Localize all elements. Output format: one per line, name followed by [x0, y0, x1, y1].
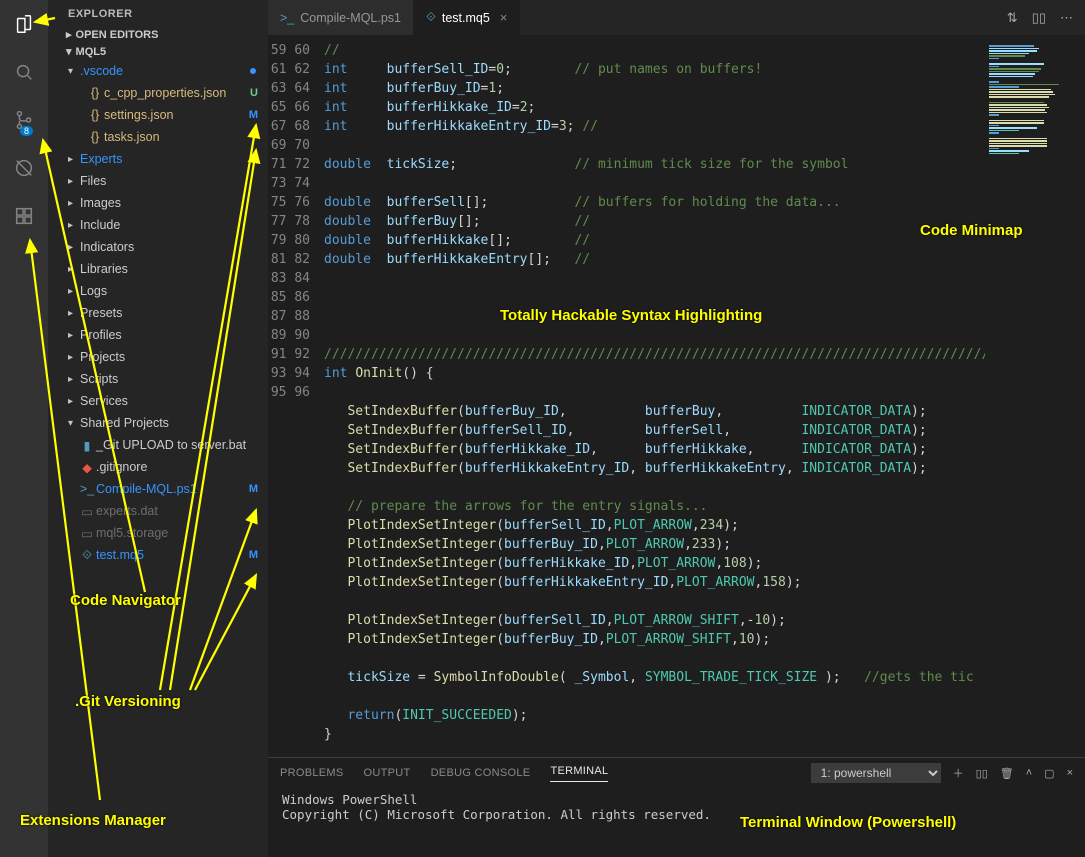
trash-icon[interactable]: 🗑: [1000, 767, 1014, 780]
file-tasks[interactable]: {}tasks.json: [48, 126, 268, 148]
annot-git: .Git Versioning: [75, 693, 181, 710]
file-gitupload[interactable]: ▮_Git UPLOAD to server.bat: [48, 434, 268, 456]
code-area[interactable]: // int bufferSell_ID=0; // put names on …: [324, 35, 985, 757]
file-gitignore[interactable]: ◆.gitignore: [48, 456, 268, 478]
split-icon[interactable]: ▯▯: [1032, 10, 1046, 26]
panel-tab-output[interactable]: OUTPUT: [364, 767, 411, 779]
new-terminal-icon[interactable]: ＋: [953, 765, 964, 781]
line-gutter: 59 60 61 62 63 64 65 66 67 68 69 70 71 7…: [268, 35, 324, 757]
folder-include[interactable]: ▸Include: [48, 214, 268, 236]
sidebar-title: EXPLORER: [48, 0, 268, 26]
file-compile[interactable]: >_Compile-MQL.ps1M: [48, 478, 268, 500]
explorer-sidebar: EXPLORER ▸OPEN EDITORS ▾MQL5 ▾.vscode {}…: [48, 0, 268, 857]
more-icon[interactable]: ⋯: [1060, 10, 1073, 26]
section-open-editors[interactable]: ▸OPEN EDITORS: [48, 26, 268, 43]
source-control-icon[interactable]: 8: [10, 106, 38, 134]
folder-vscode[interactable]: ▾.vscode: [48, 60, 268, 82]
compare-icon[interactable]: ⇅: [1007, 10, 1018, 26]
search-icon[interactable]: [10, 58, 38, 86]
file-tree: ▾.vscode {}c_cpp_properties.jsonU {}sett…: [48, 60, 268, 566]
folder-scripts[interactable]: ▸Scripts: [48, 368, 268, 390]
annot-term: Terminal Window (Powershell): [740, 814, 956, 831]
terminal-select[interactable]: 1: powershell: [811, 763, 941, 783]
folder-logs[interactable]: ▸Logs: [48, 280, 268, 302]
tab-bar: >_Compile-MQL.ps1 ⟐test.mq5× ⇅ ▯▯ ⋯: [268, 0, 1085, 35]
folder-shared[interactable]: ▾Shared Projects: [48, 412, 268, 434]
code-editor[interactable]: 59 60 61 62 63 64 65 66 67 68 69 70 71 7…: [268, 35, 1085, 757]
terminal-body[interactable]: Windows PowerShell Copyright (C) Microso…: [268, 788, 1085, 857]
activity-bar: 8: [0, 0, 48, 857]
minimap[interactable]: [985, 35, 1085, 757]
file-expertsdat[interactable]: ▭experts.dat: [48, 500, 268, 522]
tab-actions: ⇅ ▯▯ ⋯: [995, 0, 1085, 35]
extensions-icon[interactable]: [10, 202, 38, 230]
folder-services[interactable]: ▸Services: [48, 390, 268, 412]
section-project[interactable]: ▾MQL5: [48, 43, 268, 60]
folder-libraries[interactable]: ▸Libraries: [48, 258, 268, 280]
folder-projects[interactable]: ▸Projects: [48, 346, 268, 368]
folder-experts[interactable]: ▸Experts: [48, 148, 268, 170]
panel-tab-terminal[interactable]: TERMINAL: [550, 765, 608, 782]
bottom-panel: PROBLEMS OUTPUT DEBUG CONSOLE TERMINAL 1…: [268, 757, 1085, 857]
file-testmq5[interactable]: ⟐test.mq5M: [48, 544, 268, 566]
folder-profiles[interactable]: ▸Profiles: [48, 324, 268, 346]
file-mql5storage[interactable]: ▭mql5.storage: [48, 522, 268, 544]
debug-icon[interactable]: [10, 154, 38, 182]
file-settings[interactable]: {}settings.jsonM: [48, 104, 268, 126]
annot-ext: Extensions Manager: [20, 812, 166, 829]
annot-codenav: Code Navigator: [70, 592, 181, 609]
file-ccpp[interactable]: {}c_cpp_properties.jsonU: [48, 82, 268, 104]
annot-syntax: Totally Hackable Syntax Highlighting: [500, 307, 762, 324]
tab-test[interactable]: ⟐test.mq5×: [414, 0, 520, 35]
tab-compile[interactable]: >_Compile-MQL.ps1: [268, 0, 414, 35]
folder-files[interactable]: ▸Files: [48, 170, 268, 192]
maximize-icon[interactable]: ▢: [1044, 767, 1054, 780]
annot-mini: Code Minimap: [920, 222, 1023, 239]
panel-tab-problems[interactable]: PROBLEMS: [280, 767, 344, 779]
folder-presets[interactable]: ▸Presets: [48, 302, 268, 324]
close-icon[interactable]: ×: [500, 10, 508, 25]
editor-group: >_Compile-MQL.ps1 ⟐test.mq5× ⇅ ▯▯ ⋯ 59 6…: [268, 0, 1085, 857]
git-badge: 8: [20, 126, 33, 136]
panel-tab-debug[interactable]: DEBUG CONSOLE: [431, 767, 531, 779]
folder-indicators[interactable]: ▸Indicators: [48, 236, 268, 258]
split-terminal-icon[interactable]: ▯▯: [976, 767, 988, 780]
chevron-up-icon[interactable]: ˄: [1026, 767, 1032, 779]
close-panel-icon[interactable]: ×: [1067, 767, 1073, 779]
folder-images[interactable]: ▸Images: [48, 192, 268, 214]
explorer-icon[interactable]: [10, 10, 38, 38]
